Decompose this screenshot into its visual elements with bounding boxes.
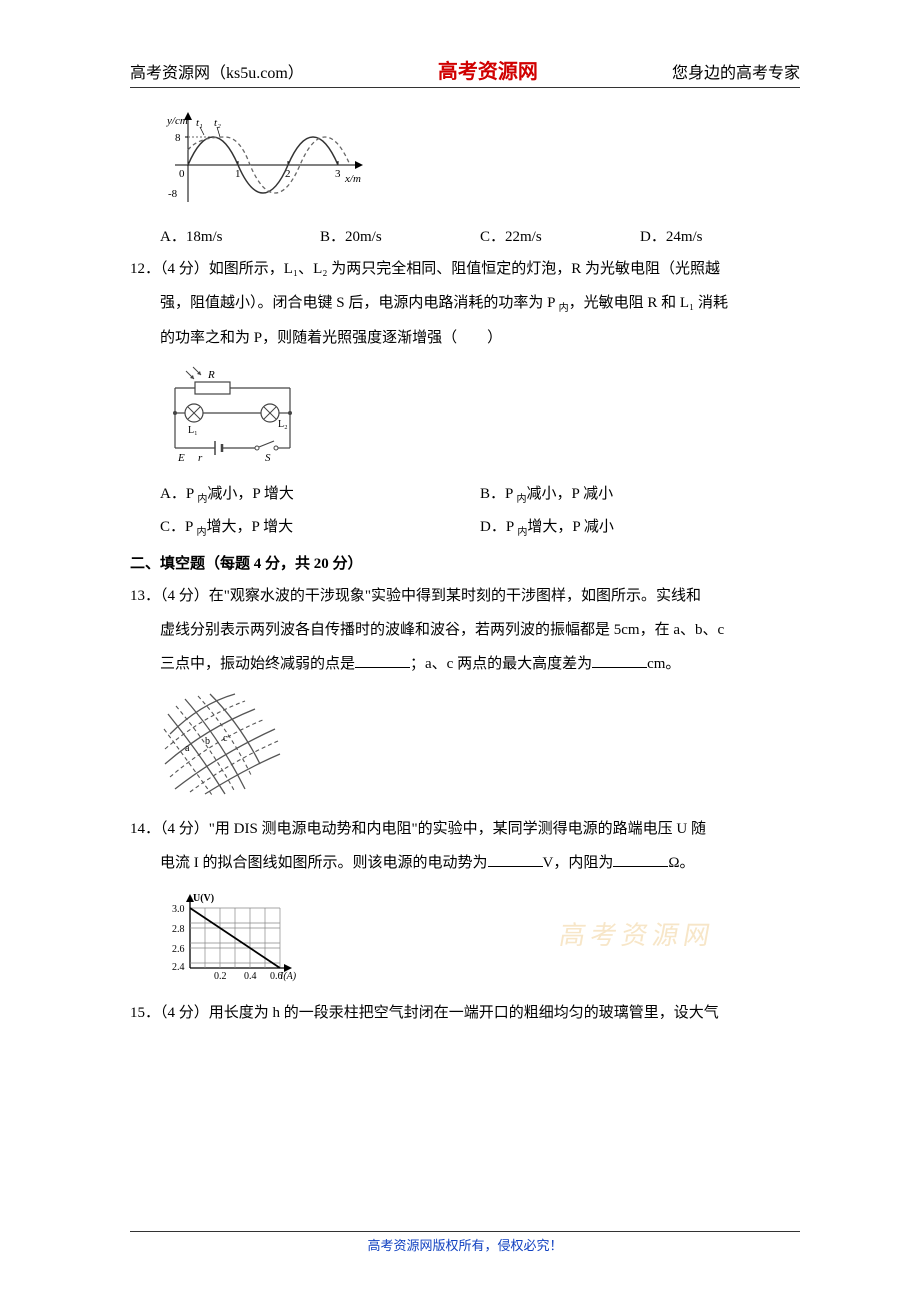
svg-text:L₂: L₂ <box>278 419 288 430</box>
svg-text:a: a <box>185 743 190 754</box>
q11-answer-a: A．18m/s <box>160 225 320 246</box>
svg-text:t₂: t₂ <box>214 117 221 129</box>
q13-blank2 <box>592 653 647 668</box>
svg-text:L₁: L₁ <box>188 425 198 436</box>
q13-l3b: ；a、c 两点的最大高度差为 <box>410 656 592 672</box>
q12-answer-c: C．P 内增大，P 增大 <box>160 511 480 544</box>
svg-text:2.6: 2.6 <box>172 944 185 955</box>
q12-stem-line2: 强，阻值越小）。闭合电键 S 后，电源内电路消耗的功率为 P 内，光敏电阻 R … <box>130 288 800 319</box>
svg-text:0: 0 <box>179 168 185 180</box>
q14-l2b: V，内阻为 <box>543 855 614 871</box>
q13-l3a: 三点中，振动始终减弱的点是 <box>160 656 355 672</box>
q13-line1: 13．（4 分）在"观察水波的干涉现象"实验中得到某时刻的干涉图样，如图所示。实… <box>130 581 800 611</box>
q11-answer-b: B．20m/s <box>320 225 480 246</box>
circuit-svg: R L₁ L₂ <box>160 363 310 463</box>
header-left: 高考资源网（ks5u.com） <box>130 59 304 83</box>
svg-text:U(V): U(V) <box>193 893 214 904</box>
q13-interference-figure: a b c <box>160 689 800 799</box>
q14-blank2 <box>613 852 668 867</box>
q12-l2a: 强，阻值越小）。闭合电键 S 后，电源内电路消耗的功率为 P <box>160 295 559 311</box>
q11-wave-figure: 8 -8 0 1 2 3 y/cm x/m t₁ t₂ <box>160 110 800 210</box>
wave-graph-svg: 8 -8 0 1 2 3 y/cm x/m t₁ t₂ <box>160 110 370 210</box>
q13-l3c: cm。 <box>647 656 680 672</box>
q13-blank1 <box>355 653 410 668</box>
q15-line1: 15．（4 分）用长度为 h 的一段汞柱把空气封闭在一端开口的粗细均匀的玻璃管里… <box>130 998 800 1028</box>
section-2-heading: 二、填空题（每题 4 分，共 20 分） <box>130 552 800 573</box>
svg-text:t₁: t₁ <box>196 117 203 129</box>
header-center-logo: 高考资源网 <box>438 55 538 84</box>
q12-answers: A．P 内减小，P 增大 B．P 内减小，P 减小 C．P 内增大，P 增大 D… <box>160 478 800 544</box>
svg-text:0.4: 0.4 <box>244 971 257 982</box>
interference-svg: a b c <box>160 689 290 799</box>
q12-sub1: 内 <box>559 303 569 314</box>
svg-text:0.6: 0.6 <box>270 971 283 982</box>
q12-stem-line3: 的功率之和为 P，则随着光照强度逐渐增强（ ） <box>130 323 800 353</box>
watermark-text: 高考资源网 <box>557 915 719 952</box>
q11-answer-d: D．24m/s <box>640 225 800 246</box>
q12-answer-d: D．P 内增大，P 减小 <box>480 511 800 544</box>
svg-text:c: c <box>223 733 228 744</box>
svg-text:3.0: 3.0 <box>172 904 185 915</box>
svg-text:3: 3 <box>335 168 341 180</box>
svg-text:-8: -8 <box>168 188 178 200</box>
q12-circuit-figure: R L₁ L₂ <box>160 363 800 463</box>
header-right: 您身边的高考专家 <box>672 59 800 83</box>
q14-line2: 电流 I 的拟合图线如图所示。则该电源的电动势为 V，内阻为 Ω。 <box>130 848 800 878</box>
q12-l2b: ，光敏电阻 R 和 L₁ 消耗 <box>569 295 728 311</box>
q14-l2a: 电流 I 的拟合图线如图所示。则该电源的电动势为 <box>160 855 488 871</box>
page-header: 高考资源网（ks5u.com） 高考资源网 您身边的高考专家 <box>130 55 800 88</box>
q13-line2: 虚线分别表示两列波各自传播时的波峰和波谷，若两列波的振幅都是 5cm，在 a、b… <box>130 615 800 645</box>
svg-text:S: S <box>265 452 271 463</box>
q14-line1: 14．（4 分）"用 DIS 测电源电动势和内电阻"的实验中，某同学测得电源的路… <box>130 814 800 844</box>
q14-l2c: Ω。 <box>668 855 694 871</box>
ui-chart-svg: U(V) I(A) 3.0 2.8 2.6 2.4 0.2 0.4 0.6 <box>160 888 300 983</box>
svg-text:b: b <box>205 736 210 747</box>
q12-stem-line1: 12．（4 分）如图所示，L₁、L₂ 为两只完全相同、阻值恒定的灯泡，R 为光敏… <box>130 254 800 284</box>
q12-answer-a: A．P 内减小，P 增大 <box>160 478 480 511</box>
svg-text:r: r <box>198 452 203 463</box>
svg-text:R: R <box>207 369 215 381</box>
svg-text:x/m: x/m <box>344 173 361 185</box>
svg-text:0.2: 0.2 <box>214 971 227 982</box>
svg-text:y/cm: y/cm <box>166 115 188 127</box>
svg-text:2.4: 2.4 <box>172 962 185 973</box>
q13-line3: 三点中，振动始终减弱的点是 ；a、c 两点的最大高度差为 cm。 <box>130 649 800 679</box>
svg-text:2.8: 2.8 <box>172 924 185 935</box>
page-footer: 高考资源网版权所有，侵权必究！ <box>130 1231 800 1254</box>
q11-answer-c: C．22m/s <box>480 225 640 246</box>
svg-text:E: E <box>177 452 185 463</box>
q12-answer-b: B．P 内减小，P 减小 <box>480 478 800 511</box>
q11-answers: A．18m/s B．20m/s C．22m/s D．24m/s <box>160 225 800 246</box>
q14-blank1 <box>488 852 543 867</box>
svg-text:8: 8 <box>175 132 181 144</box>
